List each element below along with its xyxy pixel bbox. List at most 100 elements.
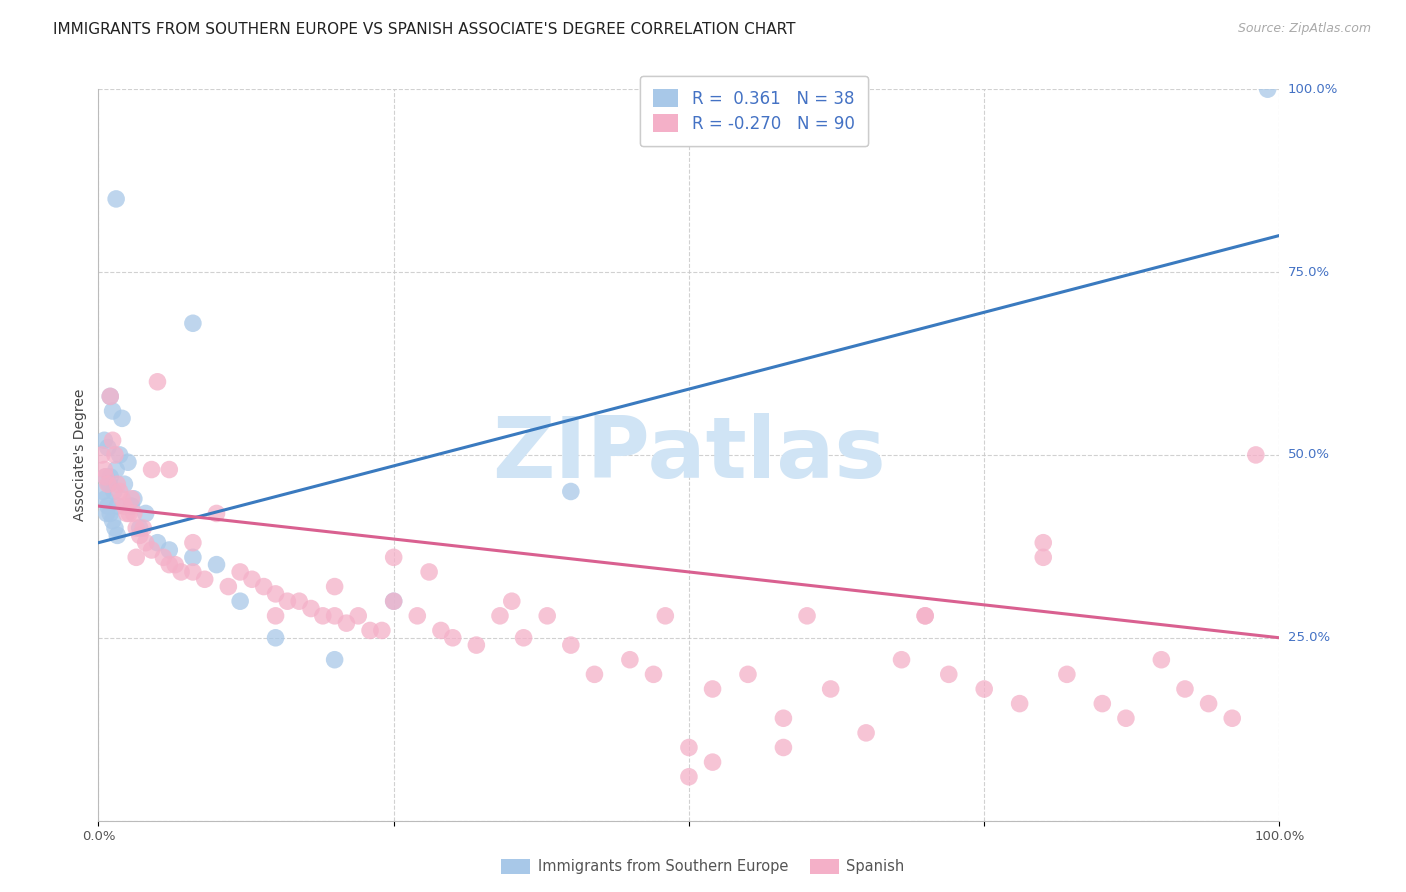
Point: [105, 528, 128, 542]
Point: [103, 484, 125, 499]
Text: ZIPatlas: ZIPatlas: [492, 413, 886, 497]
Point: [132, 521, 155, 535]
Point: [820, 681, 842, 696]
Point: [1115, 711, 1137, 725]
Point: [170, 565, 193, 579]
Point: [914, 608, 936, 623]
Point: [536, 608, 558, 623]
Point: [115, 507, 138, 521]
Point: [1198, 697, 1220, 711]
Point: [323, 653, 346, 667]
Point: [359, 624, 381, 638]
Point: [205, 558, 228, 572]
Y-axis label: Associate's Degree: Associate's Degree: [73, 389, 87, 521]
Point: [382, 594, 405, 608]
Point: [489, 608, 512, 623]
Point: [382, 594, 405, 608]
Point: [94, 470, 117, 484]
Point: [855, 726, 877, 740]
Point: [165, 558, 187, 572]
Point: [108, 484, 131, 499]
Point: [678, 770, 700, 784]
Point: [105, 499, 128, 513]
Point: [335, 616, 357, 631]
Point: [702, 681, 724, 696]
Point: [122, 491, 145, 506]
Point: [229, 594, 252, 608]
Text: 75.0%: 75.0%: [1288, 266, 1330, 278]
Text: 100.0%: 100.0%: [1288, 83, 1339, 95]
Point: [382, 550, 405, 565]
Point: [654, 608, 676, 623]
Point: [973, 681, 995, 696]
Point: [1150, 653, 1173, 667]
Point: [101, 434, 124, 448]
Text: 25.0%: 25.0%: [1288, 632, 1330, 644]
Legend: Immigrants from Southern Europe, Spanish: Immigrants from Southern Europe, Spanish: [495, 853, 911, 880]
Point: [98, 389, 121, 403]
Point: [96, 507, 118, 521]
Point: [97, 477, 120, 491]
Point: [181, 535, 204, 549]
Point: [141, 462, 163, 476]
Point: [128, 528, 150, 542]
Point: [560, 484, 582, 499]
Point: [152, 550, 174, 565]
Point: [240, 572, 263, 586]
Point: [441, 631, 464, 645]
Point: [97, 441, 120, 455]
Point: [105, 477, 128, 491]
Point: [512, 631, 534, 645]
Point: [430, 624, 453, 638]
Point: [323, 608, 346, 623]
Point: [1174, 681, 1197, 696]
Point: [181, 565, 204, 579]
Point: [111, 491, 134, 506]
Point: [772, 711, 794, 725]
Point: [299, 601, 322, 615]
Point: [101, 514, 124, 528]
Point: [93, 462, 115, 476]
Point: [643, 667, 665, 681]
Point: [105, 462, 128, 476]
Point: [94, 491, 117, 506]
Point: [135, 507, 157, 521]
Point: [101, 404, 124, 418]
Point: [194, 572, 217, 586]
Point: [1257, 82, 1279, 96]
Point: [128, 521, 150, 535]
Point: [205, 507, 228, 521]
Point: [104, 521, 127, 535]
Point: [157, 462, 180, 476]
Point: [118, 507, 141, 521]
Point: [1220, 711, 1243, 725]
Point: [181, 316, 204, 330]
Point: [406, 608, 429, 623]
Point: [91, 448, 114, 462]
Point: [1244, 448, 1267, 462]
Point: [619, 653, 641, 667]
Point: [122, 507, 145, 521]
Point: [94, 470, 117, 484]
Text: Source: ZipAtlas.com: Source: ZipAtlas.com: [1237, 22, 1371, 36]
Point: [157, 543, 180, 558]
Text: 50.0%: 50.0%: [1288, 449, 1330, 461]
Point: [98, 507, 121, 521]
Point: [371, 624, 394, 638]
Point: [347, 608, 370, 623]
Point: [108, 448, 131, 462]
Point: [938, 667, 960, 681]
Point: [91, 484, 114, 499]
Point: [217, 580, 239, 594]
Point: [121, 491, 143, 506]
Point: [583, 667, 606, 681]
Point: [737, 667, 759, 681]
Point: [276, 594, 298, 608]
Point: [98, 389, 121, 403]
Text: IMMIGRANTS FROM SOUTHERN EUROPE VS SPANISH ASSOCIATE'S DEGREE CORRELATION CHART: IMMIGRANTS FROM SOUTHERN EUROPE VS SPANI…: [53, 22, 796, 37]
Point: [264, 631, 287, 645]
Point: [264, 587, 287, 601]
Point: [135, 535, 157, 549]
Point: [125, 550, 148, 565]
Point: [146, 375, 169, 389]
